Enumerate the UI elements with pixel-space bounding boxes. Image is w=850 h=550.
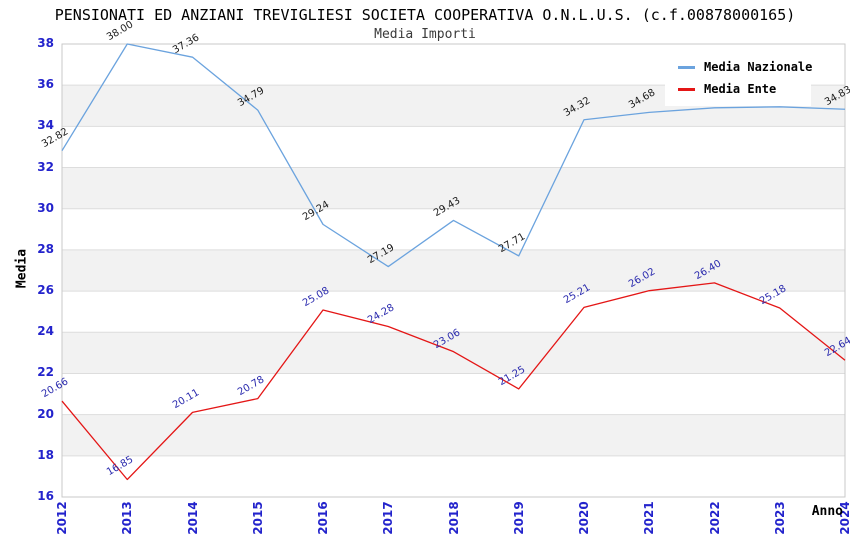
x-tick-label: 2015 bbox=[250, 501, 265, 535]
plot-band bbox=[62, 249, 845, 292]
y-tick-label: 32 bbox=[37, 159, 54, 174]
y-tick-label: 20 bbox=[37, 406, 54, 421]
y-tick-label: 22 bbox=[37, 365, 54, 380]
plot-band bbox=[62, 167, 845, 209]
series-line-media-nazionale bbox=[61, 43, 846, 268]
legend-marker-line-icon bbox=[678, 65, 695, 69]
y-tick-label: 18 bbox=[37, 447, 54, 462]
x-tick-label: 2012 bbox=[55, 501, 69, 535]
x-tick-label: 2016 bbox=[316, 501, 330, 535]
plot-band bbox=[62, 414, 845, 456]
x-tick-label: 2021 bbox=[642, 501, 657, 535]
legend-item-media-nazionale: Media Nazionale bbox=[665, 56, 813, 78]
plot-band bbox=[62, 126, 845, 168]
y-tick-label: 26 bbox=[37, 283, 54, 298]
legend-item-media-ente: Media Ente bbox=[665, 78, 811, 100]
legend: Media Nazionale Media Ente bbox=[665, 51, 813, 106]
x-tick-label: 2022 bbox=[707, 501, 722, 535]
x-axis-title: Anno bbox=[811, 504, 843, 519]
legend-label: Media Ente bbox=[704, 82, 777, 96]
plot-band bbox=[62, 291, 845, 333]
x-tick-label: 2014 bbox=[185, 501, 200, 535]
x-tick-label: 2018 bbox=[446, 501, 461, 535]
x-tick-label: 2020 bbox=[577, 501, 591, 535]
y-tick-label: 38 bbox=[37, 36, 54, 50]
plot-band bbox=[62, 332, 845, 374]
legend-label: Media Nazionale bbox=[704, 60, 813, 74]
y-tick-label: 36 bbox=[37, 77, 54, 92]
plot-band bbox=[62, 373, 845, 415]
y-tick-label: 16 bbox=[37, 489, 54, 503]
chart-subtitle: Media Importi bbox=[374, 27, 476, 42]
plot-band bbox=[62, 208, 845, 250]
legend-marker-line-icon bbox=[678, 87, 695, 91]
chart-title: PENSIONATI ED ANZIANI TREVIGLIESI SOCIET… bbox=[54, 6, 796, 24]
plot-frame bbox=[61, 43, 846, 498]
y-tick-label: 24 bbox=[37, 324, 54, 339]
y-tick-label: 30 bbox=[37, 200, 54, 215]
x-tick-label: 2017 bbox=[381, 501, 396, 535]
plot-band bbox=[62, 455, 845, 497]
series-line-media-ente bbox=[61, 282, 846, 481]
x-tick-label: 2019 bbox=[511, 501, 526, 535]
y-tick-label: 28 bbox=[37, 241, 54, 256]
y-axis-title: Media bbox=[14, 248, 30, 289]
y-tick-label: 34 bbox=[37, 118, 54, 133]
x-tick-label: 2013 bbox=[120, 501, 135, 535]
